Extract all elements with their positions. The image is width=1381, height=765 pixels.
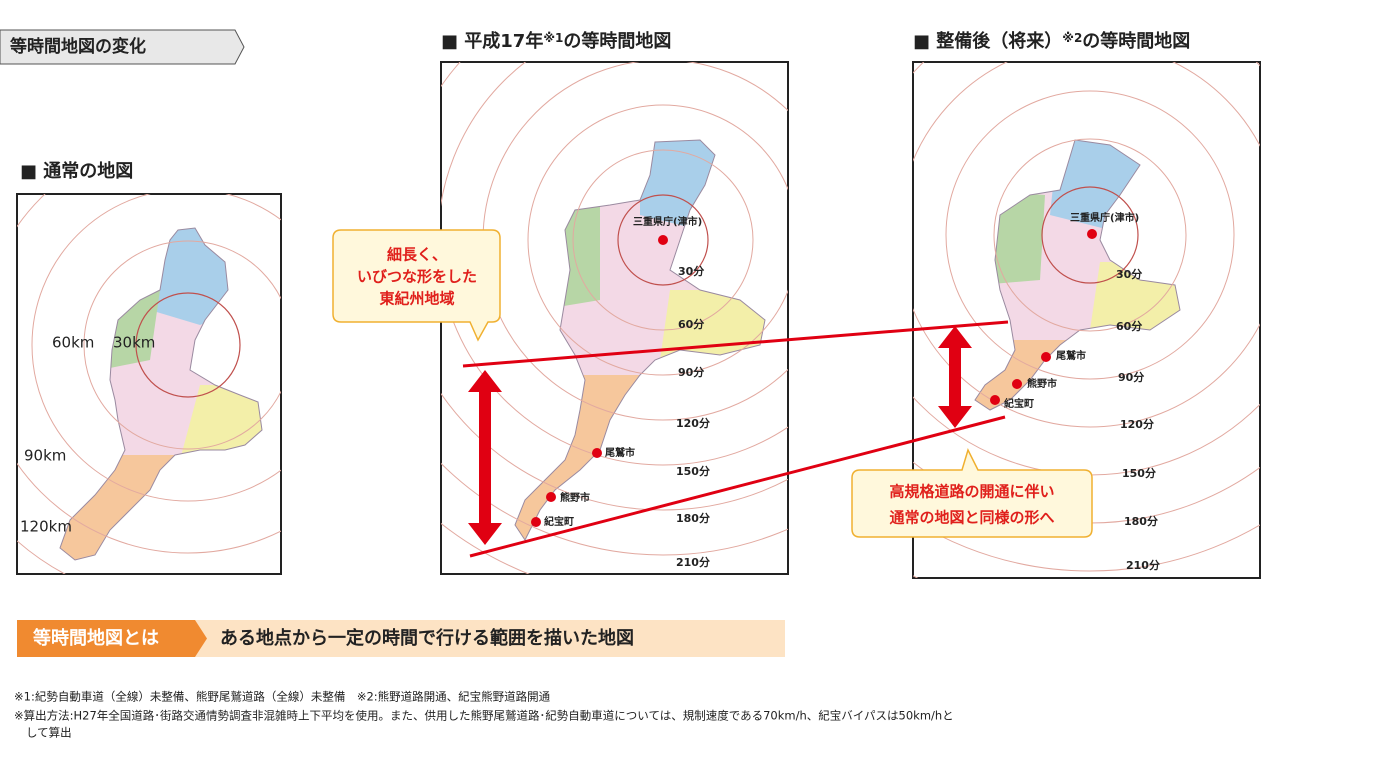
title-main: ■ 整備後（将来） — [913, 30, 1062, 52]
callout-text: 高規格道路の開通に伴い — [889, 483, 1054, 501]
office-dot — [1087, 229, 1097, 239]
callout-box — [851, 447, 1093, 538]
prefecture-outline — [59, 227, 263, 561]
isochrone-ring — [83, 240, 281, 450]
connector — [462, 320, 1009, 368]
isochrone-ring — [913, 519, 1260, 572]
city-label: 紀宝町 — [1004, 397, 1034, 410]
isochrone-ring — [993, 138, 1187, 332]
isochrone-ring — [617, 194, 709, 286]
footnote: ※算出方法:H27年全国道路･街路交通情勢調査非混雑時上下平均を使用。また、供用… — [14, 709, 954, 723]
city-label: 尾鷲市 — [605, 446, 635, 459]
header-tab-text: 等時間地図の変化 — [10, 36, 146, 57]
city-label: 熊野市 — [1027, 377, 1057, 390]
title-note: ※2 — [1062, 31, 1082, 45]
isochrone-ring — [441, 62, 788, 466]
callout-text: 東紀州地域 — [379, 290, 454, 308]
connector — [469, 415, 1006, 558]
map-title: ■ 平成17年※1の等時間地図 — [441, 30, 671, 52]
callout-box — [332, 229, 501, 342]
city-dot — [990, 395, 1000, 405]
contour-label: 180分 — [676, 511, 710, 525]
city-label: 熊野市 — [560, 491, 590, 504]
region — [180, 385, 262, 470]
map-title: ■ 通常の地図 — [20, 160, 133, 182]
isochrone-ring — [17, 194, 281, 554]
contour-label: 210分 — [676, 555, 710, 569]
distance-label: 90km — [24, 447, 66, 465]
office-label: 三重県庁(津市) — [633, 215, 702, 228]
definition-text: ある地点から一定の時間で行ける範囲を描いた地図 — [220, 627, 634, 649]
distance-label: 60km — [52, 334, 94, 352]
contour-label: 30分 — [678, 264, 704, 278]
isochrone-ring — [31, 194, 281, 502]
isochrone-ring — [913, 62, 1260, 428]
contour-label: 30分 — [1116, 267, 1142, 281]
city-label: 紀宝町 — [544, 515, 574, 528]
contour-label: 180分 — [1124, 514, 1158, 528]
city-label: 尾鷲市 — [1056, 349, 1086, 362]
title-suffix: の等時間地図 — [1082, 30, 1190, 52]
office-label: 三重県庁(津市) — [1070, 211, 1139, 224]
contour-label: 150分 — [1122, 466, 1156, 480]
isochrone-ring — [945, 90, 1235, 380]
map-title: ■ 整備後（将来）※2の等時間地図 — [913, 30, 1190, 52]
isochrone-ring — [1041, 186, 1139, 284]
contour-label: 150分 — [676, 464, 710, 478]
double-arrow — [938, 326, 972, 428]
callout-text: いびつな形をした — [357, 268, 477, 286]
contour-label: 60分 — [1116, 319, 1142, 333]
title-suffix: の等時間地図 — [563, 30, 671, 52]
isochrone-ring — [441, 462, 788, 556]
title-note: ※1 — [543, 31, 563, 45]
isochrone-ring — [441, 62, 788, 511]
isochrone-ring — [527, 104, 788, 376]
definition-term: 等時間地図とは — [33, 627, 159, 649]
region — [660, 290, 765, 370]
title-main: ■ 平成17年 — [441, 30, 543, 52]
city-dot — [1041, 352, 1051, 362]
header-tab — [0, 29, 245, 65]
callout-text: 通常の地図と同様の形へ — [889, 509, 1054, 527]
contour-label: 90分 — [678, 365, 704, 379]
footnote: して算出 — [26, 726, 72, 740]
city-dot — [1012, 379, 1022, 389]
city-dot — [546, 492, 556, 502]
contour-label: 120分 — [1120, 417, 1154, 431]
contour-label: 210分 — [1126, 558, 1160, 572]
isochrone-ring — [135, 292, 241, 398]
city-dot — [592, 448, 602, 458]
definition-band — [195, 620, 785, 657]
definition-term-box — [17, 620, 207, 657]
distance-label: 30km — [113, 334, 155, 352]
city-dot — [531, 517, 541, 527]
footnote: ※1:紀勢自動車道（全線）未整備、熊野尾鷲道路（全線）未整備 ※2:熊野道路開通… — [14, 690, 551, 704]
contour-label: 90分 — [1118, 370, 1144, 384]
distance-label: 120km — [20, 518, 72, 536]
isochrone-ring — [572, 149, 754, 331]
contour-label: 120分 — [676, 416, 710, 430]
callout-text: 細長く、 — [387, 246, 447, 264]
office-dot — [658, 235, 668, 245]
contour-label: 60分 — [678, 317, 704, 331]
double-arrow — [468, 370, 502, 545]
